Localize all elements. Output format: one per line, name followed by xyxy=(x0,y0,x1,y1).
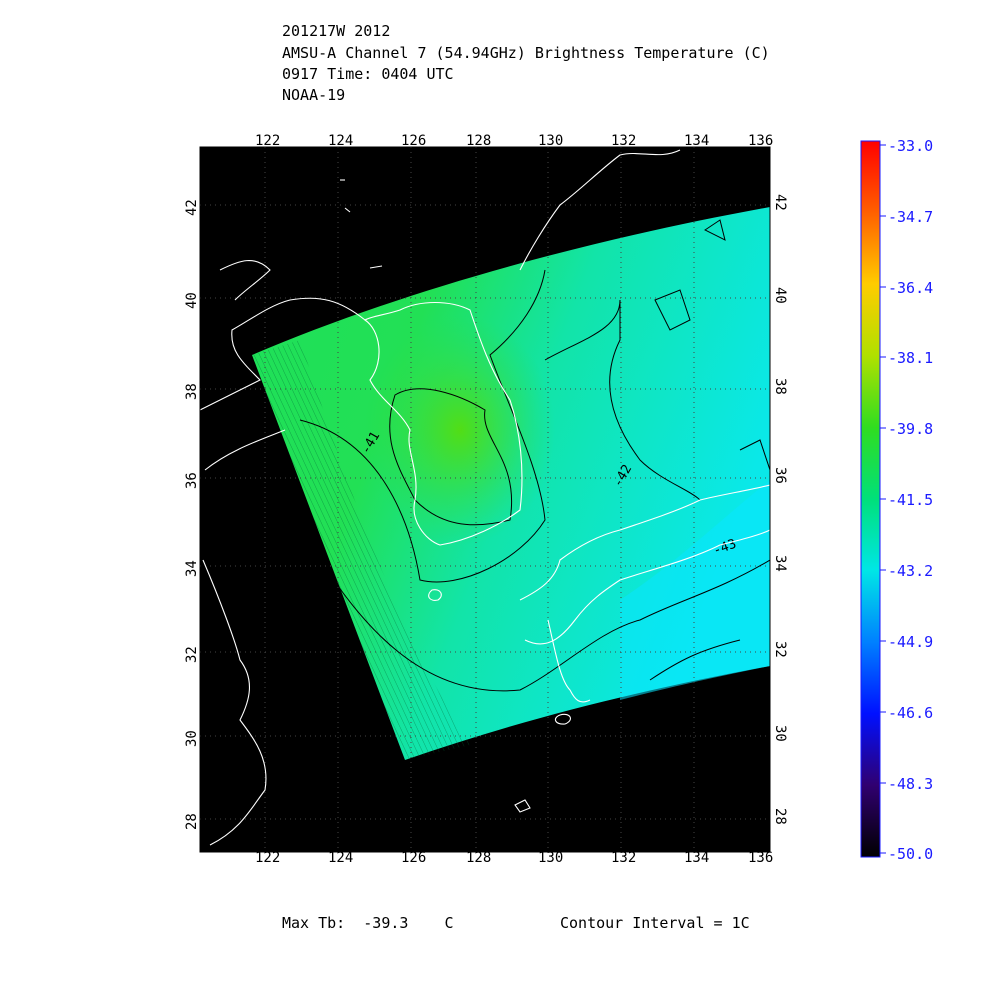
lon-label-bottom: 128 xyxy=(466,850,491,866)
lat-label-right: 28 xyxy=(772,808,788,825)
colorbar-label: -44.9 xyxy=(888,633,933,651)
lon-label-bottom: 124 xyxy=(328,850,353,866)
swath-edge-hatching xyxy=(252,340,470,760)
lat-label-right: 30 xyxy=(772,725,788,742)
lon-label-top: 122 xyxy=(255,133,280,149)
lon-label-bottom: 126 xyxy=(401,850,426,866)
colorbar-label: -34.7 xyxy=(888,208,933,226)
map-border xyxy=(199,146,771,853)
lat-label-right: 42 xyxy=(772,194,788,211)
lat-label-right: 40 xyxy=(772,287,788,304)
colorbar-label: -50.0 xyxy=(888,845,933,863)
colorbar-label: -43.2 xyxy=(888,562,933,580)
lat-label-left: 34 xyxy=(184,560,200,577)
lat-label-right: 38 xyxy=(772,378,788,395)
lon-label-bottom: 136 xyxy=(748,850,773,866)
lon-label-bottom: 132 xyxy=(611,850,636,866)
lat-label-right: 32 xyxy=(772,641,788,658)
lon-label-top: 126 xyxy=(401,133,426,149)
colorbar-label: -46.6 xyxy=(888,704,933,722)
lat-label-left: 42 xyxy=(184,199,200,216)
lon-label-top: 134 xyxy=(684,133,709,149)
lon-label-top: 128 xyxy=(466,133,491,149)
title-storm-id: 201217W 2012 xyxy=(282,22,391,40)
lon-label-bottom: 130 xyxy=(538,850,563,866)
cold-region xyxy=(620,480,770,700)
coastlines xyxy=(200,149,770,846)
colorbar-label: -38.1 xyxy=(888,349,933,367)
contours xyxy=(299,219,770,692)
graticule xyxy=(200,147,770,852)
lat-label-right: 36 xyxy=(772,467,788,484)
lat-label-left: 30 xyxy=(184,730,200,747)
title-product: AMSU-A Channel 7 (54.94GHz) Brightness T… xyxy=(282,44,770,62)
lon-label-top: 136 xyxy=(748,133,773,149)
lat-tick-labels-left: 42 40 38 36 34 32 30 28 xyxy=(184,199,200,830)
colorbar-label: -36.4 xyxy=(888,279,933,297)
colorbar xyxy=(860,140,881,858)
lat-label-left: 40 xyxy=(184,292,200,309)
lon-label-top: 124 xyxy=(328,133,353,149)
colorbar-label: -33.0 xyxy=(888,137,933,155)
lon-label-top: 130 xyxy=(538,133,563,149)
warm-core xyxy=(365,315,555,545)
lon-label-bottom: 122 xyxy=(255,850,280,866)
colorbar-label: -39.8 xyxy=(888,420,933,438)
lon-label-top: 132 xyxy=(611,133,636,149)
lon-tick-labels-bottom: 122 124 126 128 130 132 134 136 xyxy=(255,850,773,866)
lat-label-left: 38 xyxy=(184,383,200,400)
colorbar-ticks xyxy=(880,144,886,854)
contour-interval-label: Contour Interval = 1C xyxy=(560,914,750,932)
colorbar-labels: -33.0 -34.7 -36.4 -38.1 -39.8 -41.5 -43.… xyxy=(888,137,933,863)
lat-label-right: 34 xyxy=(772,555,788,572)
lat-tick-labels-right: 42 40 38 36 34 32 30 28 xyxy=(772,194,788,825)
colorbar-label: -41.5 xyxy=(888,491,933,509)
colorbar-label: -48.3 xyxy=(888,775,933,793)
title-satellite: NOAA-19 xyxy=(282,86,346,104)
lat-label-left: 28 xyxy=(184,813,200,830)
lat-label-left: 36 xyxy=(184,472,200,489)
title-time: 0917 Time: 0404 UTC xyxy=(282,65,454,83)
lat-label-left: 32 xyxy=(184,646,200,663)
lon-label-bottom: 134 xyxy=(684,850,709,866)
max-tb-label: Max Tb: -39.3 C xyxy=(282,914,454,932)
lon-tick-labels-top: 122 124 126 128 130 132 134 136 xyxy=(255,133,773,149)
